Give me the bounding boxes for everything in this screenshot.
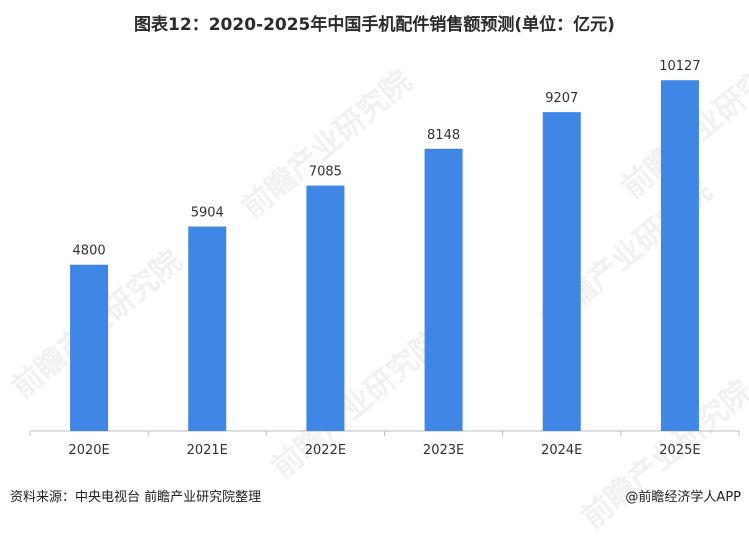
bar [660,80,699,431]
x-tick-label: 2025E [659,443,700,458]
chart-title: 图表12：2020-2025年中国手机配件销售额预测(单位：亿元) [134,15,615,35]
bar [70,264,109,431]
brand-credit: @前瞻经济学人APP [625,490,741,505]
bar-chart: 4800 2020E 5904 2021E 7085 2022E 8148 2023E 9207… [29,59,740,458]
bar-value-label: 9207 [545,91,578,106]
source-note: 资料来源：中央电视台 前瞻产业研究院整理 [10,490,262,505]
bar [188,226,227,431]
bar [542,112,581,431]
bar-value-label: 5904 [191,206,224,221]
bar-value-label: 10127 [659,59,700,74]
bar [306,185,345,431]
bar [424,148,463,432]
x-tick-label: 2024E [541,443,582,458]
bar-value-label: 7085 [309,165,342,180]
x-tick-label: 2021E [187,443,228,458]
x-tick-label: 2022E [305,443,346,458]
x-tick-label: 2023E [423,443,464,458]
bar-value-label: 8148 [427,128,460,143]
x-tick-label: 2020E [68,443,109,458]
bar-value-label: 4800 [73,244,106,259]
